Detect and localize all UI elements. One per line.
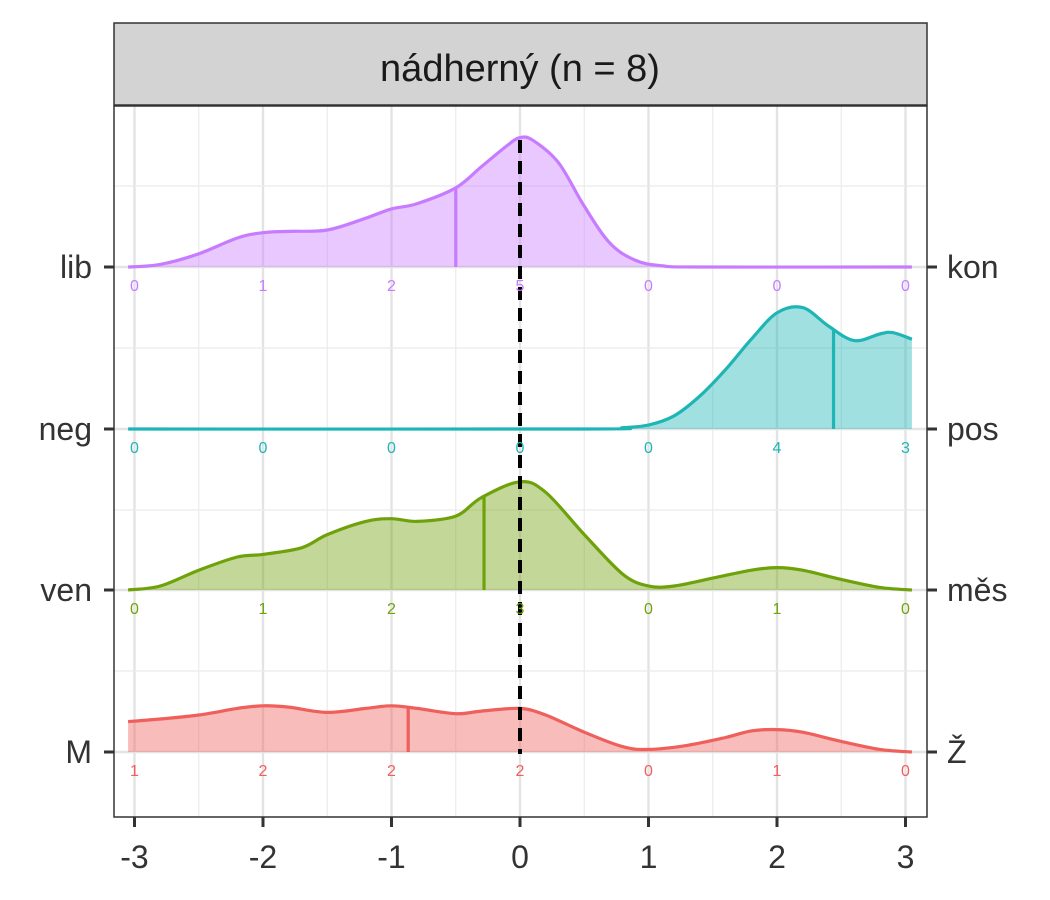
count-label: 2 — [387, 278, 396, 295]
count-label: 0 — [901, 763, 910, 780]
count-label: 3 — [516, 601, 525, 618]
right-label-pos: pos — [947, 411, 999, 447]
count-label: 2 — [259, 763, 268, 780]
x-tick-label: 0 — [511, 839, 529, 875]
count-label: 1 — [773, 601, 782, 618]
count-label: 0 — [130, 278, 139, 295]
count-label: 0 — [901, 278, 910, 295]
x-tick-label: -2 — [249, 839, 277, 875]
count-label: 5 — [516, 278, 525, 295]
count-label: 1 — [259, 278, 268, 295]
count-label: 2 — [387, 601, 396, 618]
count-label: 0 — [644, 278, 653, 295]
count-label: 0 — [130, 601, 139, 618]
strip-title: nádherný (n = 8) — [380, 48, 660, 90]
x-tick-label: 1 — [640, 839, 658, 875]
count-label: 0 — [644, 601, 653, 618]
ridge-neg — [128, 305, 913, 431]
density-area — [128, 306, 912, 430]
density-area — [128, 481, 912, 590]
count-label: 0 — [516, 440, 525, 457]
count-label: 2 — [516, 763, 525, 780]
count-label: 2 — [387, 763, 396, 780]
right-label-Ž: Ž — [947, 734, 967, 770]
x-tick-label: 2 — [768, 839, 786, 875]
left-label-ven: ven — [40, 572, 92, 608]
left-label-neg: neg — [39, 411, 92, 447]
count-label: 3 — [901, 440, 910, 457]
density-curve — [127, 135, 912, 269]
strip-background — [113, 22, 928, 106]
x-tick-label: -3 — [120, 839, 148, 875]
axes: lib kon neg pos ven měs M Ž -3 -2 -1 0 1 2 3 — [39, 249, 1008, 875]
count-labels: 0 1 2 5 0 0 0 0 0 0 0 0 4 3 0 1 2 3 0 1 0 1 2 2 2 0 1 0 — [130, 278, 910, 780]
x-tick-label: -1 — [377, 839, 405, 875]
density-curve — [128, 305, 913, 431]
count-label: 0 — [259, 440, 268, 457]
ridge-lib — [127, 135, 912, 269]
count-label: 1 — [130, 763, 139, 780]
x-tick-label: 3 — [897, 839, 915, 875]
count-label: 0 — [644, 763, 653, 780]
left-label-lib: lib — [60, 249, 92, 285]
count-label: 1 — [773, 763, 782, 780]
right-label-kon: kon — [947, 249, 999, 285]
right-label-měs: měs — [947, 572, 1007, 608]
facet-strip: nádherný (n = 8) — [113, 22, 928, 106]
count-label: 4 — [773, 440, 782, 457]
count-label: 0 — [901, 601, 910, 618]
count-label: 0 — [773, 278, 782, 295]
count-label: 1 — [259, 601, 268, 618]
count-label: 0 — [644, 440, 653, 457]
left-label-M: M — [65, 734, 92, 770]
count-label: 0 — [130, 440, 139, 457]
count-label: 0 — [387, 440, 396, 457]
density-area — [128, 136, 912, 268]
